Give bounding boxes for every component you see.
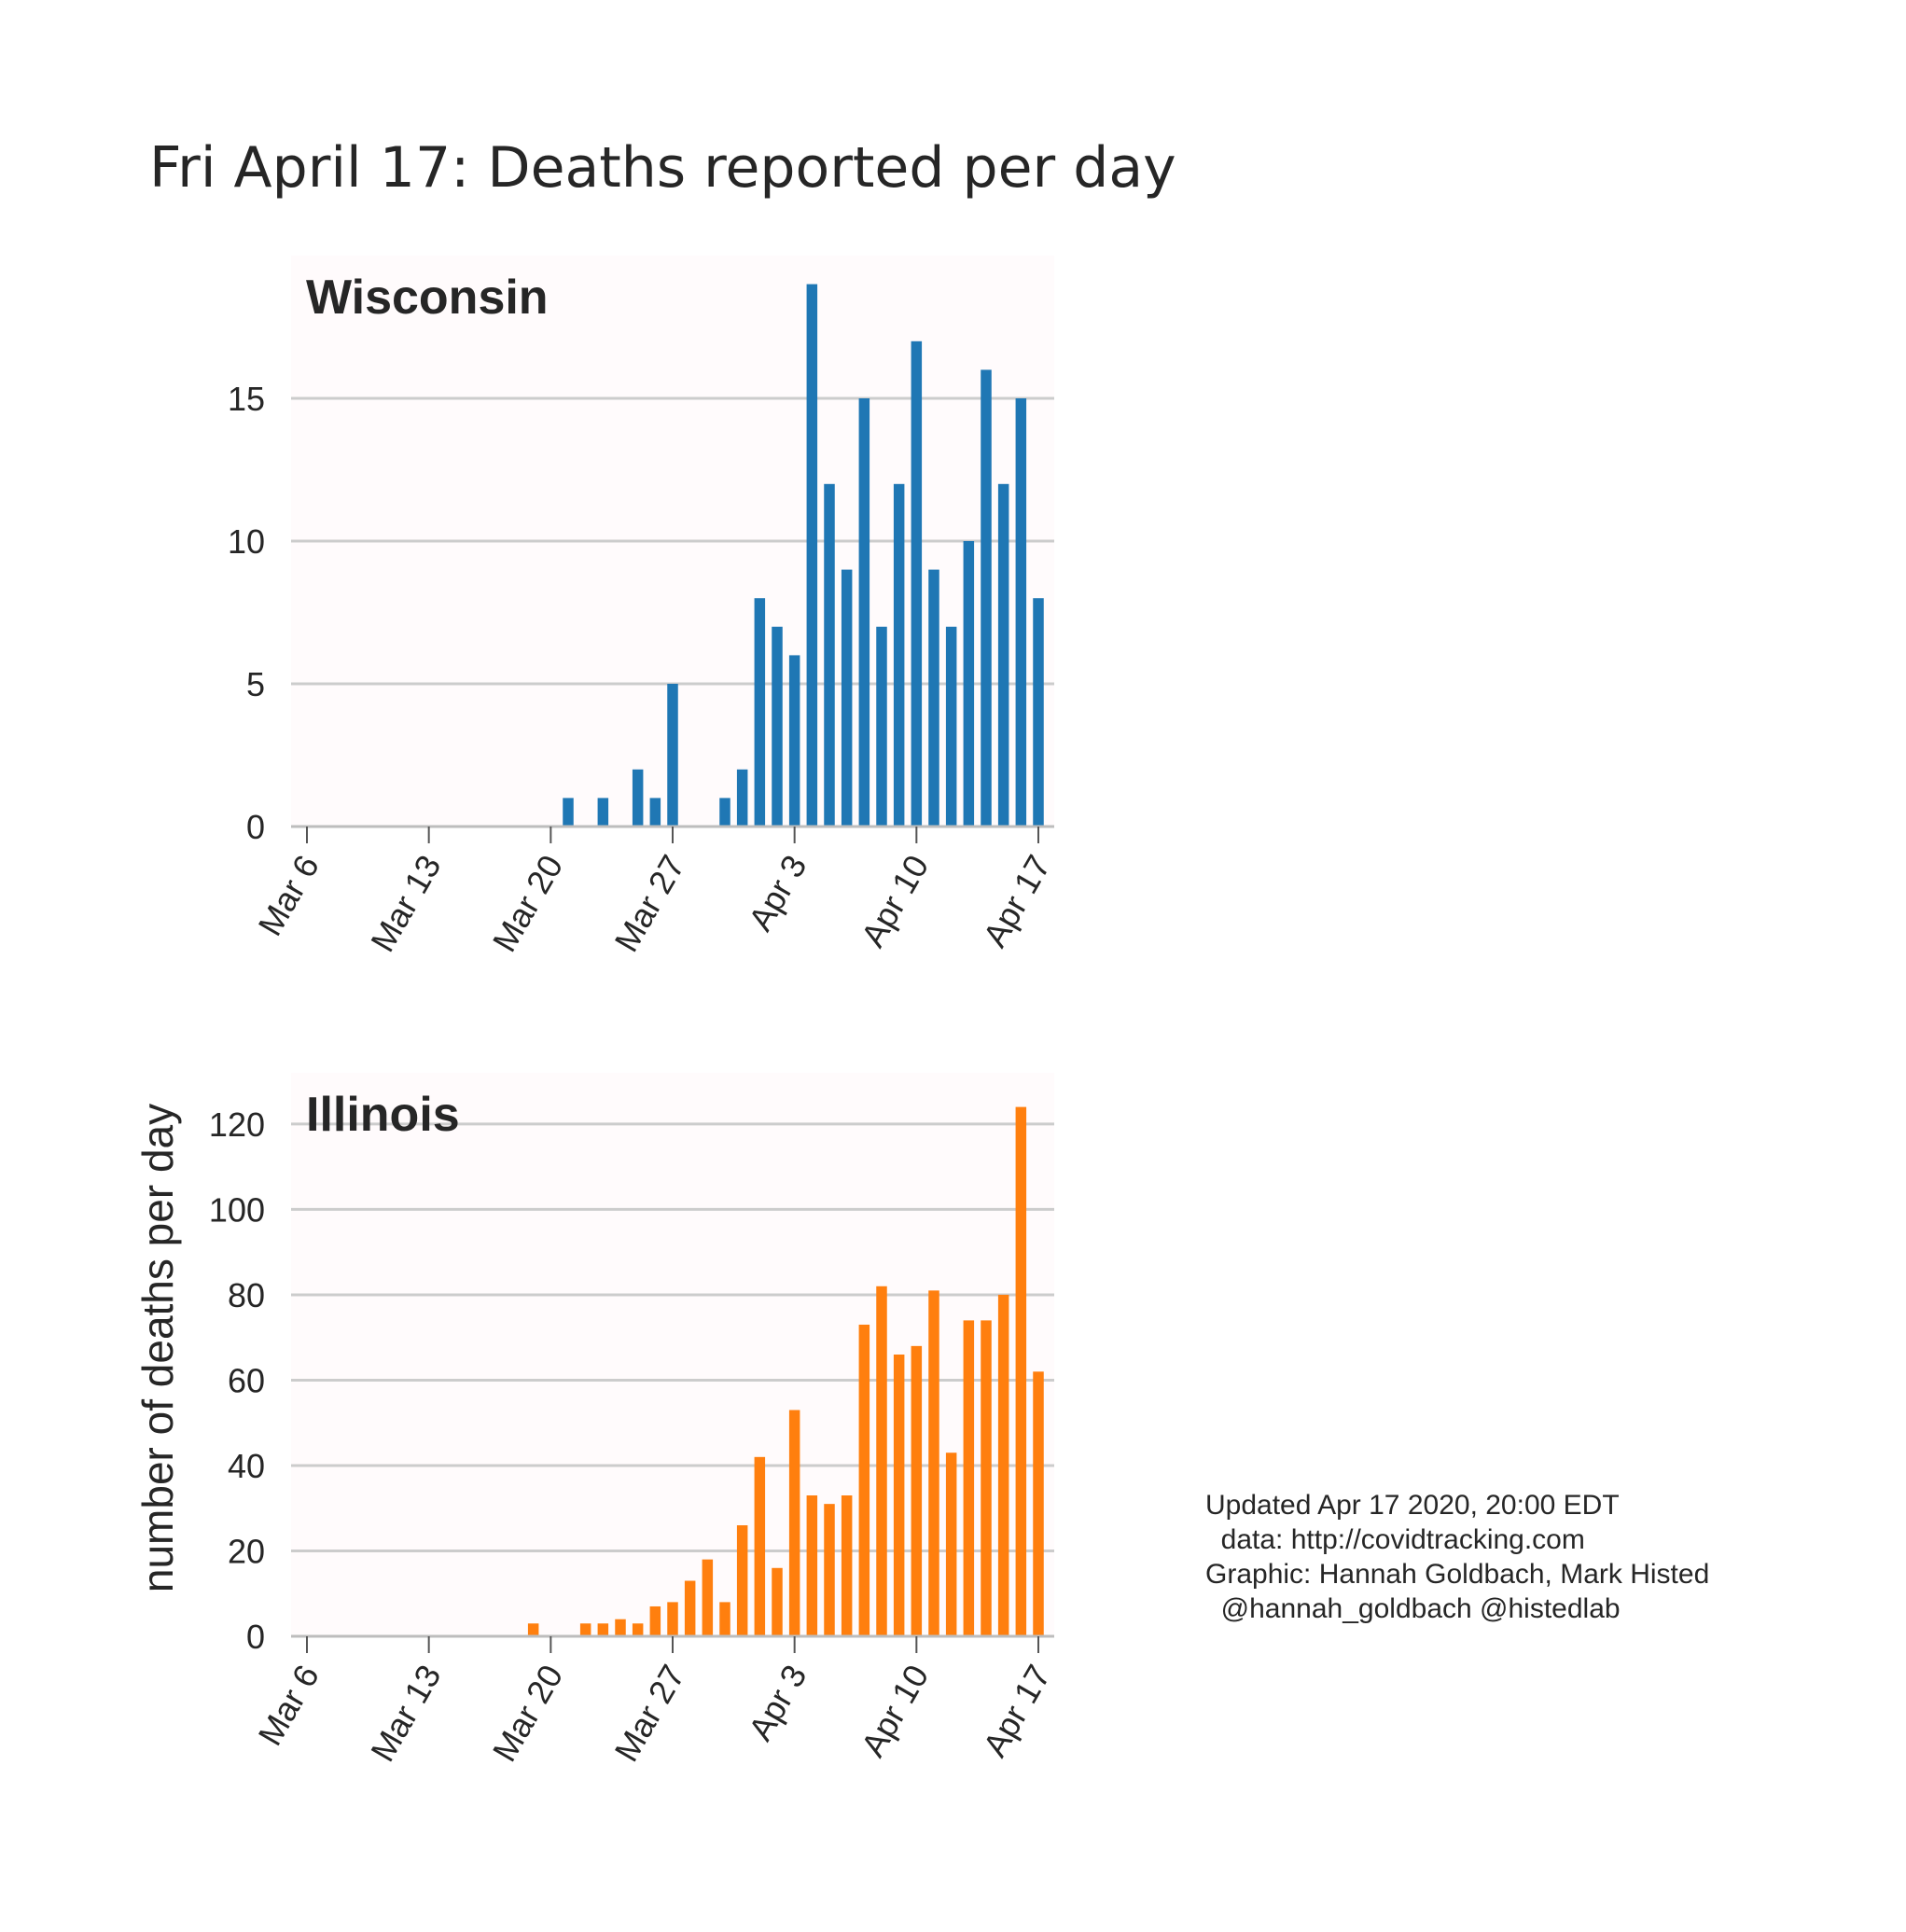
- illinois-bar-apr-3: [788, 1410, 800, 1636]
- illinois-x-tick-label: Mar 6: [250, 1659, 327, 1752]
- illinois-bar-apr-1: [754, 1456, 766, 1636]
- illinois-bar-apr-16: [1015, 1106, 1027, 1636]
- wisconsin-x-tick-label: Apr 10: [854, 849, 937, 953]
- wisconsin-bar-apr-8: [876, 626, 887, 827]
- illinois-x-tick-label: Mar 13: [363, 1659, 449, 1769]
- illinois-bar-mar-26: [649, 1605, 661, 1636]
- illinois-y-tick-label: 20: [228, 1532, 265, 1570]
- wisconsin-bar-apr-14: [981, 369, 992, 827]
- illinois-chart: 0 20 40 60 80 100 120 Mar 6 Mar 13 Mar 20 Mar 27 Ap…: [209, 1073, 1058, 1768]
- wisconsin-x-tick-label: Apr 17: [975, 849, 1058, 953]
- wisconsin-bar-apr-6: [841, 569, 853, 827]
- illinois-y-tick-label: 40: [228, 1447, 265, 1485]
- wisconsin-chart: 0 5 10 15 Mar 6 Mar 13 Mar 20 Mar 27 Apr 3 Apr 10…: [228, 256, 1058, 958]
- illinois-bar-mar-28: [684, 1580, 696, 1636]
- wisconsin-panel-title: Wisconsin: [306, 271, 549, 325]
- illinois-bar-apr-13: [963, 1320, 975, 1636]
- wisconsin-x-tick-label: Mar 27: [606, 849, 692, 959]
- credit-line-3: Graphic: Hannah Goldbach, Mark Histed: [1205, 1559, 1709, 1590]
- illinois-x-tick-label: Apr 3: [741, 1659, 814, 1747]
- wisconsin-bar-mar-21: [563, 798, 574, 827]
- illinois-y-tick-label: 60: [228, 1361, 265, 1399]
- wisconsin-bar-apr-1: [754, 598, 766, 827]
- wisconsin-bar-mar-25: [632, 769, 644, 827]
- credit-line-1: Updated Apr 17 2020, 20:00 EDT: [1205, 1490, 1620, 1521]
- wisconsin-bar-mar-31: [736, 769, 748, 827]
- wisconsin-x-tick-label: Apr 3: [741, 849, 814, 938]
- illinois-x-tick-label: Mar 20: [485, 1659, 571, 1769]
- wisconsin-y-tick-label: 0: [246, 808, 265, 846]
- illinois-bar-apr-4: [806, 1495, 818, 1636]
- wisconsin-bar-mar-27: [667, 684, 678, 827]
- wisconsin-bar-apr-12: [945, 626, 957, 827]
- illinois-x-tick-label: Apr 10: [854, 1659, 937, 1763]
- illinois-plot-area: [291, 1073, 1054, 1636]
- wisconsin-bar-apr-5: [824, 483, 835, 827]
- illinois-bar-mar-27: [667, 1602, 678, 1636]
- illinois-bar-mar-30: [719, 1602, 730, 1636]
- wisconsin-bar-mar-30: [719, 798, 730, 827]
- illinois-x-tick-label: Apr 17: [975, 1659, 1058, 1763]
- illinois-y-tick-label: 0: [246, 1618, 265, 1656]
- illinois-x-tick-label: Mar 27: [606, 1659, 692, 1769]
- illinois-bar-apr-6: [841, 1495, 853, 1636]
- illinois-bar-apr-2: [772, 1567, 783, 1636]
- wisconsin-bar-apr-11: [928, 569, 939, 827]
- wisconsin-bar-apr-3: [788, 655, 800, 827]
- wisconsin-bar-apr-2: [772, 626, 783, 827]
- wisconsin-x-tick-label: Mar 6: [250, 849, 327, 942]
- illinois-bar-apr-7: [858, 1324, 870, 1636]
- illinois-bar-apr-5: [824, 1504, 835, 1636]
- illinois-y-tick-label: 80: [228, 1276, 265, 1314]
- wisconsin-bar-apr-17: [1033, 598, 1044, 827]
- illinois-bar-apr-10: [911, 1345, 923, 1636]
- illinois-bar-apr-12: [945, 1452, 957, 1636]
- illinois-bar-mar-19: [527, 1623, 539, 1636]
- illinois-bar-mar-23: [597, 1623, 609, 1636]
- wisconsin-x-tick-label: Mar 20: [485, 849, 571, 959]
- wisconsin-y-tick-label: 5: [246, 665, 265, 703]
- wisconsin-bar-apr-7: [858, 398, 870, 827]
- wisconsin-y-tick-label: 10: [228, 522, 265, 561]
- illinois-bar-apr-14: [981, 1320, 992, 1636]
- credit-line-4: @hannah_goldbach @histedlab: [1205, 1593, 1621, 1624]
- illinois-bar-mar-22: [579, 1623, 591, 1636]
- wisconsin-bar-apr-4: [806, 284, 818, 827]
- illinois-y-tick-label: 100: [209, 1190, 265, 1229]
- wisconsin-bar-apr-10: [911, 341, 923, 827]
- wisconsin-bar-mar-26: [649, 798, 661, 827]
- wisconsin-bar-mar-23: [597, 798, 609, 827]
- illinois-bar-mar-31: [736, 1525, 748, 1636]
- wisconsin-bar-apr-16: [1015, 398, 1027, 827]
- illinois-panel-title: Illinois: [306, 1088, 460, 1142]
- illinois-y-tick-label: 120: [209, 1105, 265, 1144]
- wisconsin-bar-apr-15: [997, 483, 1009, 827]
- y-axis-label: number of deaths per day: [133, 1104, 182, 1592]
- illinois-bar-apr-9: [893, 1355, 905, 1636]
- illinois-bar-apr-15: [997, 1294, 1009, 1636]
- wisconsin-y-tick-label: 15: [228, 380, 265, 418]
- wisconsin-bar-apr-9: [893, 483, 905, 827]
- illinois-bar-apr-8: [876, 1286, 887, 1636]
- illinois-bar-mar-24: [615, 1619, 626, 1636]
- credit-line-2: data: http://covidtracking.com: [1205, 1524, 1585, 1555]
- page-title: Fri April 17: Deaths reported per day: [149, 135, 1176, 201]
- illinois-bar-apr-11: [928, 1290, 939, 1636]
- illinois-bar-mar-25: [632, 1623, 644, 1636]
- wisconsin-bar-apr-13: [963, 541, 975, 827]
- illinois-bar-mar-29: [702, 1559, 714, 1636]
- wisconsin-x-tick-label: Mar 13: [363, 849, 449, 959]
- illinois-bar-apr-17: [1033, 1371, 1044, 1636]
